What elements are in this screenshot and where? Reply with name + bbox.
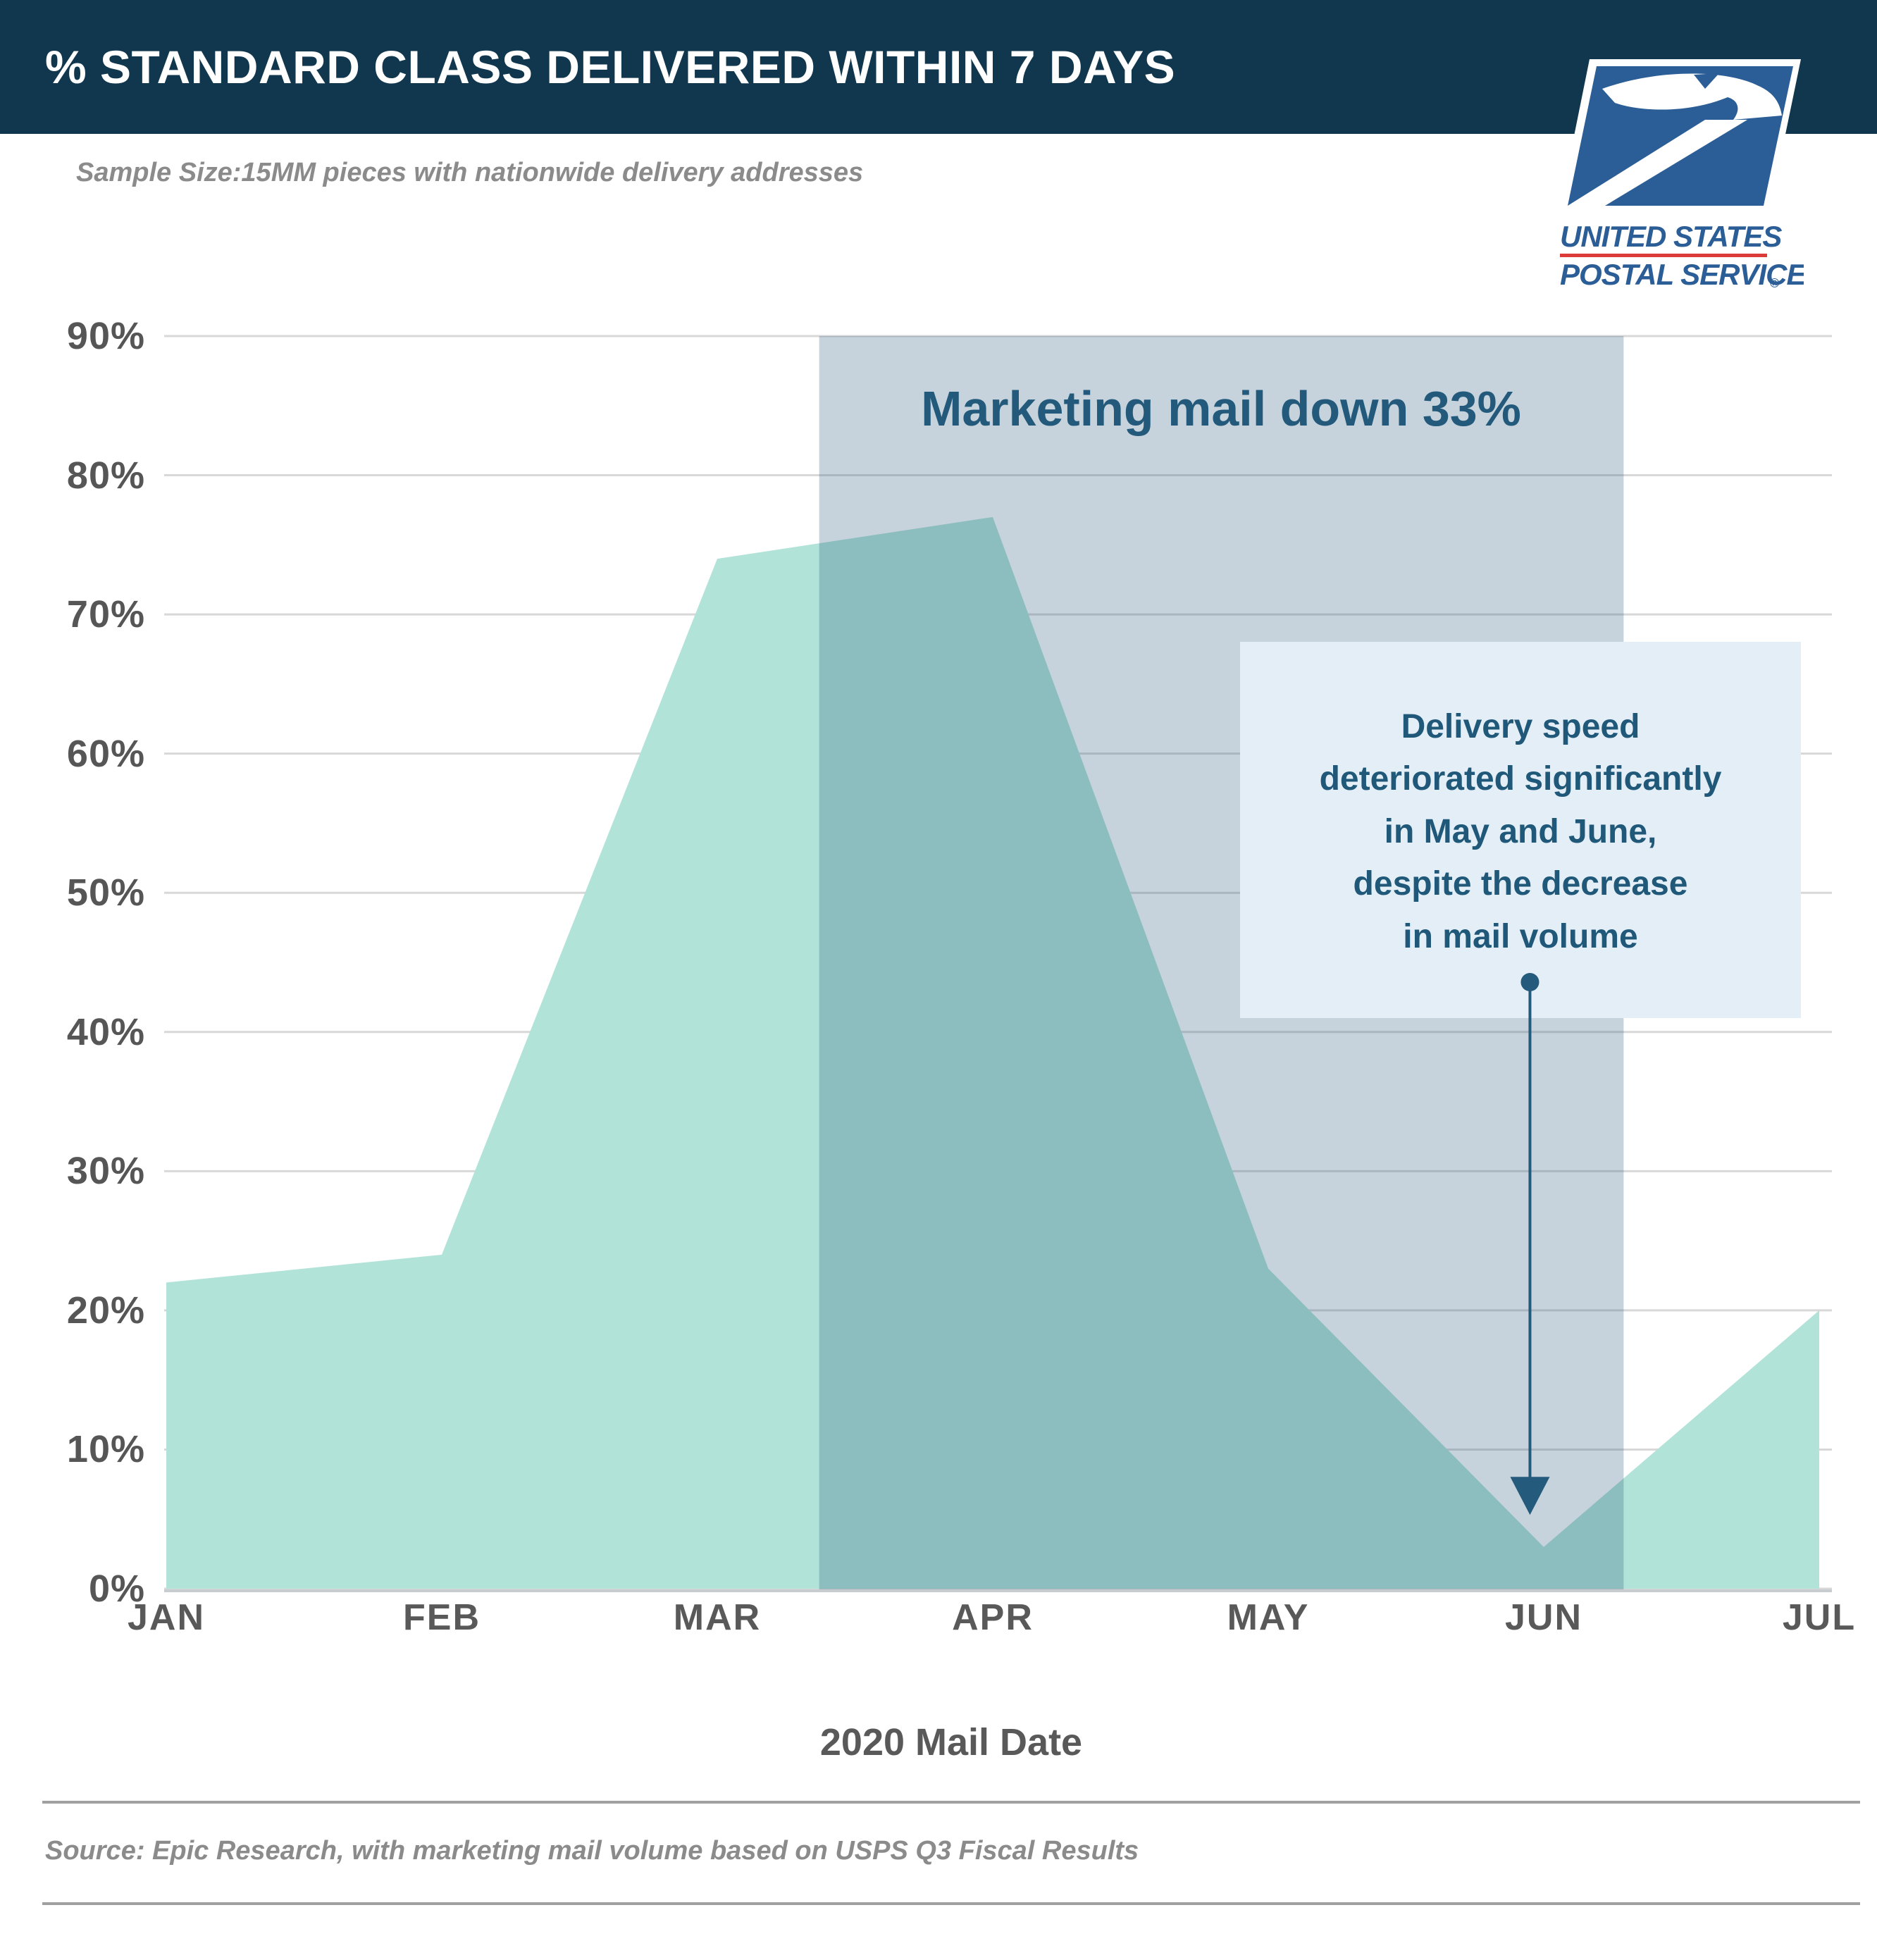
sample-size-subtitle: Sample Size:15MM pieces with nationwide … — [76, 158, 864, 187]
eagle-icon — [1559, 59, 1801, 213]
eagle-swoosh — [1568, 120, 1747, 206]
usps-logo: UNITED STATES POSTAL SERVICE ® — [1559, 59, 1804, 291]
x-tick-label-jun: JUN — [1504, 1597, 1583, 1638]
registered-mark: ® — [1770, 276, 1779, 290]
overlay-band-label: Marketing mail down 33% — [921, 381, 1521, 436]
x-tick-label-jan: JAN — [127, 1597, 206, 1638]
x-tick-label-jul: JUL — [1782, 1597, 1857, 1638]
x-tick-label-feb: FEB — [403, 1597, 481, 1638]
wordmark-line1: UNITED STATES — [1560, 220, 1782, 253]
footer-divider-bottom — [42, 1902, 1860, 1905]
usps-wordmark: UNITED STATES POSTAL SERVICE ® — [1560, 220, 1804, 291]
x-tick-label-apr: APR — [952, 1597, 1034, 1638]
eagle-head — [1602, 73, 1782, 120]
y-tick-label-20: 20% — [66, 1289, 145, 1332]
callout-line-3: in May and June, — [1384, 812, 1657, 850]
footer-divider-top — [42, 1801, 1860, 1804]
wordmark-line2: POSTAL SERVICE — [1560, 258, 1804, 291]
callout-line-2: deteriorated significantly — [1319, 760, 1722, 798]
y-tick-label-70: 70% — [66, 593, 145, 636]
y-tick-label-10: 10% — [66, 1428, 145, 1471]
x-axis-title: 2020 Mail Date — [819, 1721, 1083, 1763]
source-credit: Source: Epic Research, with marketing ma… — [45, 1836, 1139, 1866]
area-series — [166, 516, 1819, 1589]
y-tick-label-60: 60% — [66, 732, 145, 775]
y-tick-label-30: 30% — [66, 1150, 145, 1193]
y-tick-label-80: 80% — [66, 454, 145, 497]
header-bar — [0, 0, 1877, 134]
y-tick-label-0: 0% — [88, 1568, 145, 1610]
page-title: % STANDARD CLASS DELIVERED WITHIN 7 DAYS — [45, 41, 1176, 93]
y-tick-label-50: 50% — [66, 872, 145, 914]
callout-line-4: despite the decrease — [1353, 865, 1688, 903]
y-tick-label-90: 90% — [66, 315, 145, 357]
x-tick-label-may: MAY — [1227, 1597, 1310, 1638]
callout-box: Delivery speed deteriorated significantly… — [1240, 642, 1801, 1018]
x-tick-label-mar: MAR — [673, 1597, 762, 1638]
wordmark-underline — [1560, 254, 1767, 257]
y-tick-label-40: 40% — [66, 1010, 145, 1053]
callout-line-5: in mail volume — [1403, 917, 1638, 955]
eagle-eye — [1694, 73, 1719, 89]
callout-line-1: Delivery speed — [1401, 708, 1640, 746]
